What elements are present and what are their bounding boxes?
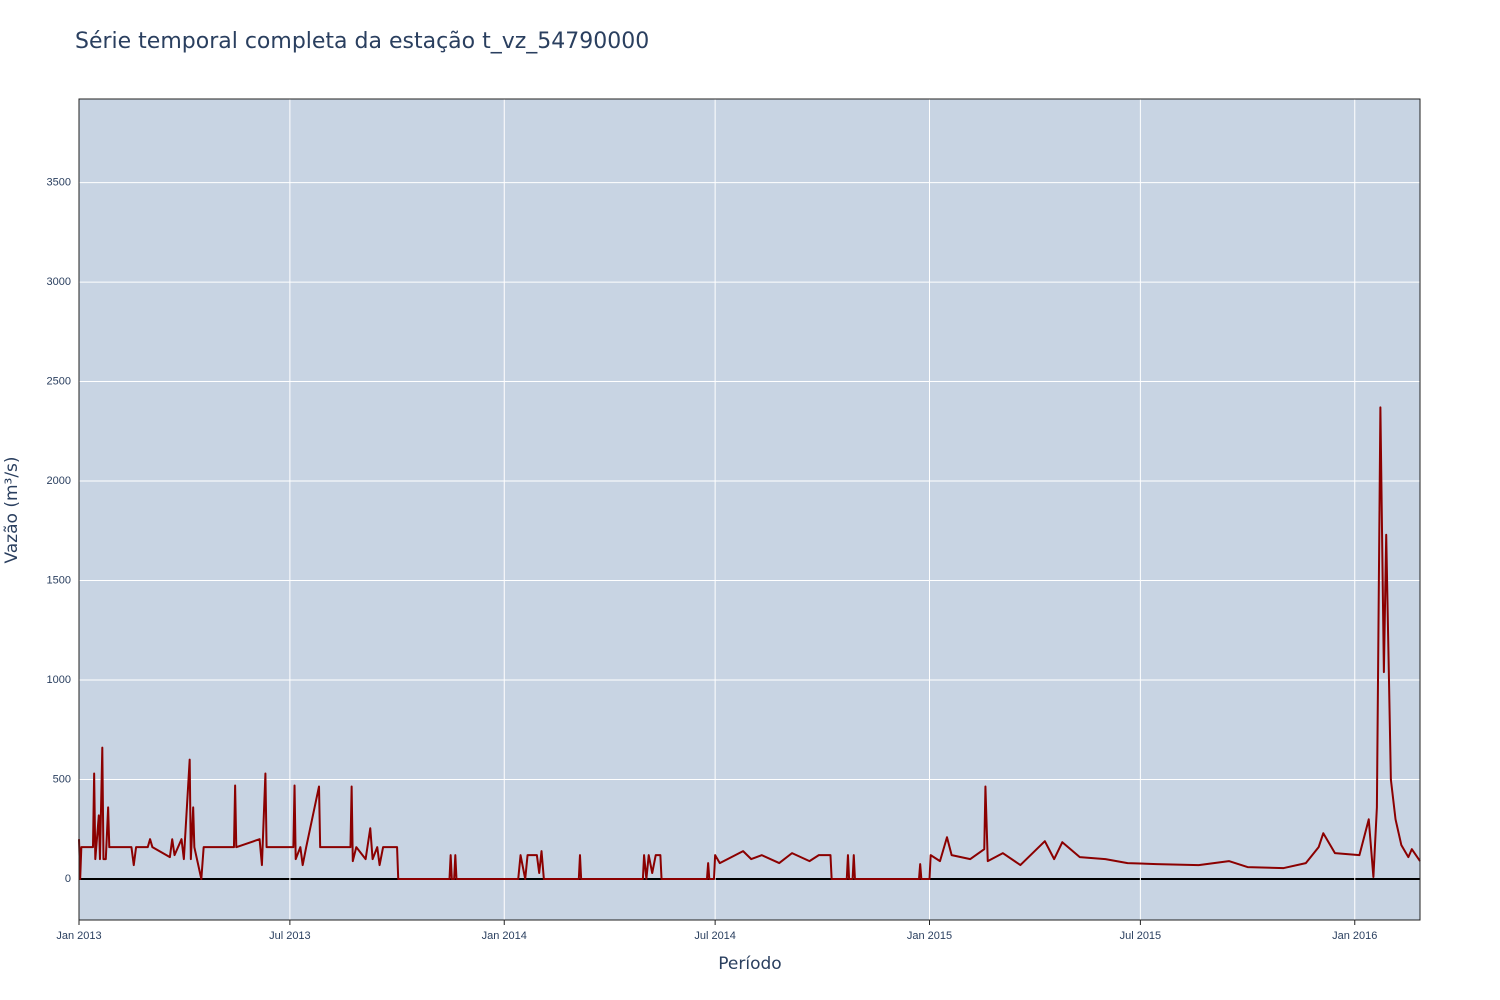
y-tick-label: 1500	[47, 574, 71, 586]
series-line	[78, 406, 1421, 881]
y-tick-label: 2500	[47, 375, 71, 387]
x-tick-label: Jan 2016	[1332, 930, 1377, 942]
plot-border	[78, 98, 1421, 921]
chart-title: Série temporal completa da estação t_vz_…	[75, 29, 649, 54]
y-tick-label: 500	[53, 773, 71, 785]
y-tick-label: 0	[65, 873, 71, 885]
x-tick-label: Jul 2014	[694, 930, 736, 942]
grid	[78, 99, 1420, 920]
marks	[78, 406, 1421, 881]
y-tick-label: 1000	[47, 674, 71, 686]
plot-area	[79, 99, 1420, 920]
y-tick-label: 3500	[47, 176, 71, 188]
y-tick-label: 2000	[47, 475, 71, 487]
x-tick-label: Jan 2014	[482, 930, 527, 942]
y-tick-label: 3000	[47, 276, 71, 288]
x-tick-label: Jul 2013	[269, 930, 311, 942]
x-tick-label: Jul 2015	[1120, 930, 1162, 942]
x-tick-label: Jan 2015	[907, 930, 952, 942]
x-axis-label: Período	[718, 954, 781, 974]
x-tick-label: Jan 2013	[56, 930, 101, 942]
y-axis-label: Vazão (m³/s)	[2, 456, 22, 563]
